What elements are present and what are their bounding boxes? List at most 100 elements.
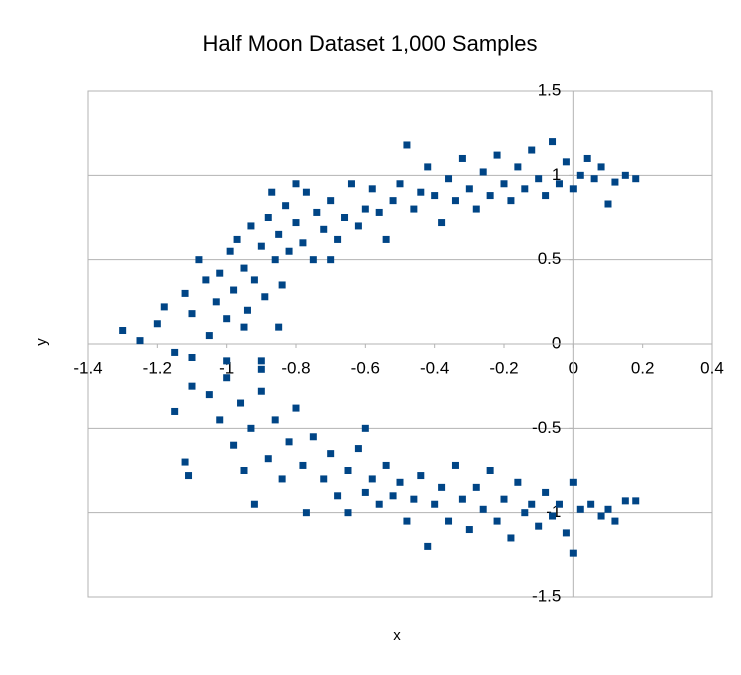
point: [569, 478, 577, 486]
point: [555, 180, 563, 188]
point: [271, 256, 279, 264]
point: [243, 306, 251, 314]
point: [247, 424, 255, 432]
point: [278, 281, 286, 289]
point: [223, 357, 231, 365]
point: [521, 509, 529, 517]
point: [302, 509, 310, 517]
point: [119, 327, 127, 335]
y-tick-label: -1.5: [532, 586, 561, 605]
point: [334, 492, 342, 500]
point: [282, 202, 290, 210]
point: [250, 500, 258, 508]
point: [181, 289, 189, 297]
point: [216, 269, 224, 277]
point: [181, 458, 189, 466]
point: [465, 185, 473, 193]
point: [465, 526, 473, 534]
chart-title: Half Moon Dataset 1,000 Samples: [202, 31, 537, 56]
point: [261, 293, 269, 301]
point: [424, 163, 432, 171]
point: [597, 163, 605, 171]
point: [514, 478, 522, 486]
point: [486, 467, 494, 474]
point: [230, 286, 238, 294]
point: [136, 337, 144, 345]
point: [535, 522, 543, 530]
point: [309, 256, 317, 264]
point: [528, 146, 536, 154]
point: [223, 374, 231, 382]
point: [188, 353, 196, 361]
point: [632, 175, 640, 183]
point: [185, 472, 193, 480]
point: [445, 175, 453, 183]
point: [195, 256, 203, 264]
point: [264, 455, 272, 463]
point: [257, 387, 265, 395]
point: [611, 178, 619, 186]
point: [327, 450, 335, 458]
x-tick-label: -0.8: [281, 358, 310, 377]
point: [354, 222, 362, 230]
point: [549, 138, 557, 146]
point: [212, 298, 220, 306]
point: [597, 512, 605, 520]
x-tick-label: 0.4: [700, 358, 724, 377]
point: [223, 315, 231, 323]
x-tick-label: -1.4: [73, 358, 102, 377]
point: [562, 529, 570, 537]
point: [320, 225, 328, 233]
point: [257, 242, 265, 250]
point: [403, 517, 411, 525]
point: [368, 185, 376, 193]
point: [562, 158, 570, 166]
point: [382, 461, 390, 469]
point: [292, 180, 300, 188]
point: [327, 256, 335, 264]
point: [344, 509, 352, 517]
x-axis-label: x: [393, 627, 401, 644]
point: [257, 365, 265, 373]
y-tick-label: 1: [552, 165, 561, 184]
point: [431, 192, 439, 200]
x-tick-label: -1: [219, 358, 234, 377]
x-tick-label: -0.4: [420, 358, 449, 377]
point: [621, 171, 629, 179]
point: [555, 500, 563, 508]
point: [361, 205, 369, 213]
point: [445, 517, 453, 525]
point: [344, 467, 352, 474]
point: [507, 534, 515, 542]
point: [403, 141, 411, 149]
point: [292, 404, 300, 412]
y-tick-label: -0.5: [532, 418, 561, 437]
point: [410, 495, 418, 503]
point: [347, 180, 355, 188]
point: [285, 247, 293, 255]
point: [153, 320, 161, 328]
point: [611, 517, 619, 525]
point: [257, 357, 265, 365]
point: [278, 475, 286, 483]
point: [549, 512, 557, 520]
point: [451, 197, 459, 205]
point: [230, 441, 238, 449]
point: [604, 200, 612, 208]
point: [299, 461, 307, 469]
point: [247, 222, 255, 230]
point: [632, 497, 640, 505]
x-tick-label: 0.2: [631, 358, 655, 377]
point: [438, 483, 446, 491]
point: [226, 247, 234, 255]
point: [389, 197, 397, 205]
point: [285, 438, 293, 446]
point: [396, 180, 404, 188]
point: [382, 235, 390, 243]
point: [160, 303, 168, 311]
point: [472, 205, 480, 213]
point: [583, 154, 591, 162]
point: [233, 235, 241, 243]
point: [271, 416, 279, 424]
